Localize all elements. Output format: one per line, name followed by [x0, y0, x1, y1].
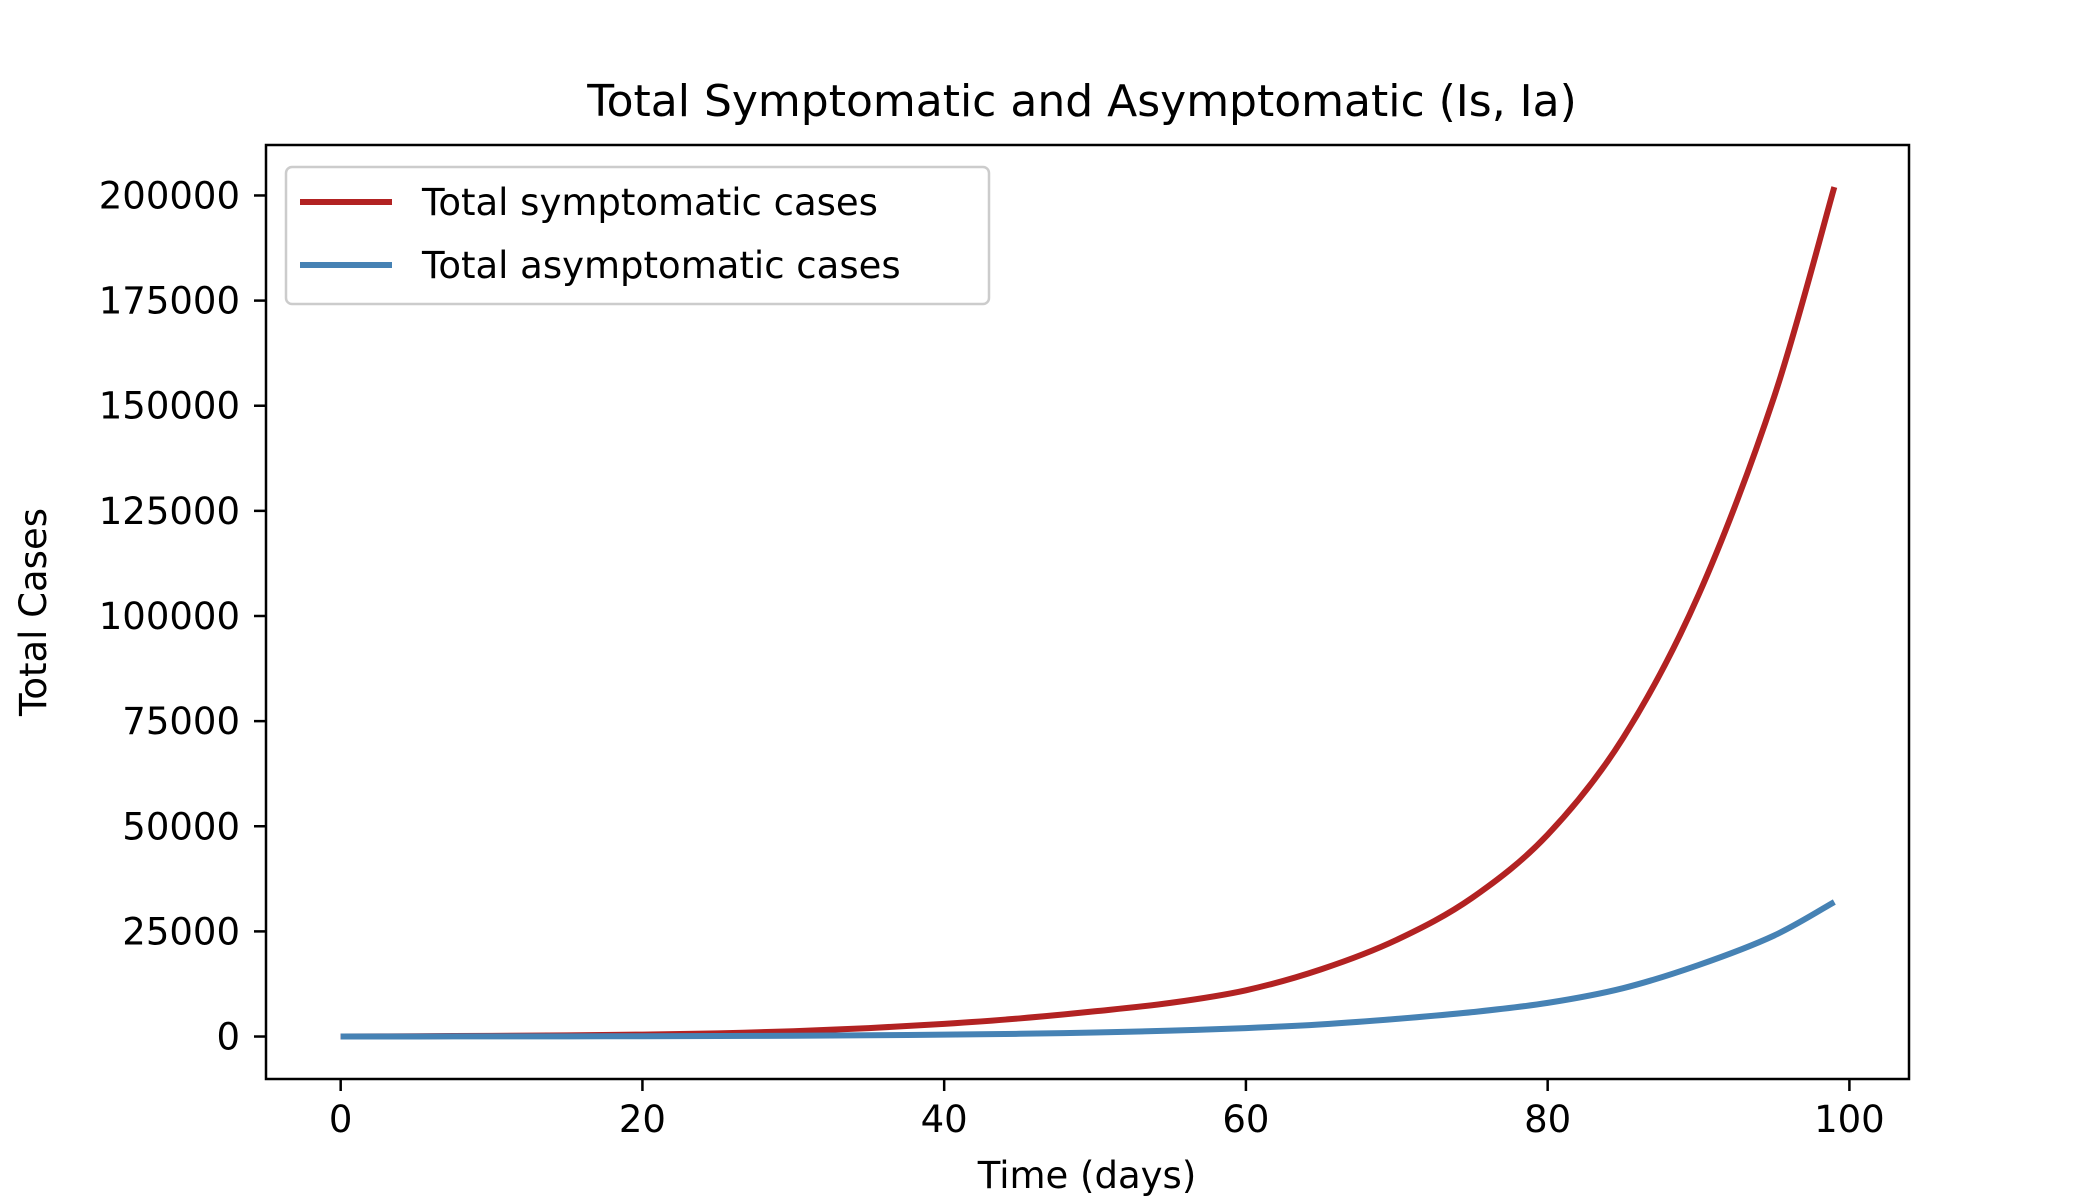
legend: Total symptomatic cases Total asymptomat…: [284, 165, 991, 306]
y-tick-label: 0: [216, 1016, 240, 1059]
plot-area-frame: [264, 143, 1911, 1081]
series-line-asymptomatic: [340, 899, 1836, 1040]
x-tick-label: 0: [329, 1098, 353, 1141]
x-tick-label: 20: [619, 1098, 666, 1141]
y-axis: 0 25000 50000 75000 100000 125000 150000 175000…: [99, 174, 266, 1059]
y-tick-label: 150000: [99, 385, 240, 428]
legend-label-asymptomatic: Total asymptomatic cases: [421, 244, 901, 287]
y-tick-label: 75000: [122, 700, 240, 743]
x-tick-label: 60: [1222, 1098, 1269, 1141]
y-axis-label: Total Cases: [12, 508, 55, 717]
x-tick-label: 40: [921, 1098, 968, 1141]
series-layer: [340, 186, 1838, 1040]
legend-label-symptomatic: Total symptomatic cases: [421, 181, 878, 224]
y-tick-label: 125000: [99, 490, 240, 533]
y-tick-label: 100000: [99, 595, 240, 638]
y-tick-label: 50000: [122, 805, 240, 848]
y-tick-label: 25000: [122, 910, 240, 953]
y-tick-label: 175000: [99, 280, 240, 323]
x-axis: 0 20 40 60 80 100: [329, 1079, 1885, 1141]
chart-title: Total Symptomatic and Asymptomatic (Is, …: [586, 76, 1577, 127]
legend-box: [284, 165, 991, 306]
x-tick-label: 100: [1814, 1098, 1885, 1141]
x-axis-label: Time (days): [977, 1154, 1197, 1197]
x-tick-label: 80: [1524, 1098, 1571, 1141]
y-tick-label: 200000: [99, 174, 240, 217]
